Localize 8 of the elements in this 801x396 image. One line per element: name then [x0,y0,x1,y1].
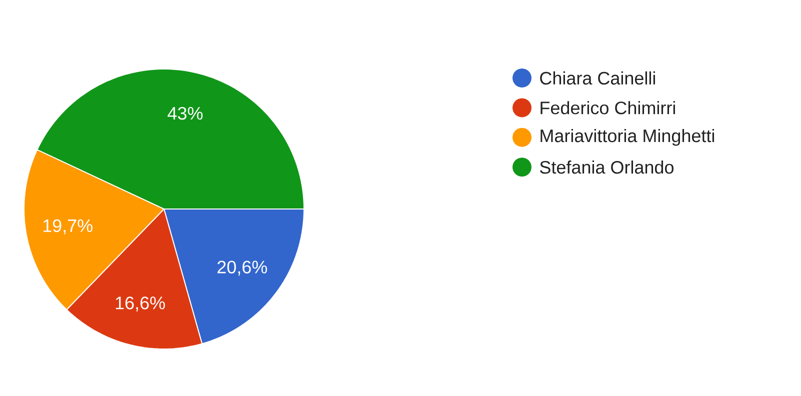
data-label: 20,6% [218,260,268,276]
data-label: 43% [168,106,203,120]
legend-label: Stefania Orlando [540,160,674,174]
data-label: 16,6% [116,296,165,312]
data-label: 19,7% [43,219,92,234]
legend-label: Chiara Cainelli [540,71,655,85]
legend-label: Mariavittoria Minghetti [540,129,714,146]
legend-label: Federico Chimirri [540,101,675,114]
